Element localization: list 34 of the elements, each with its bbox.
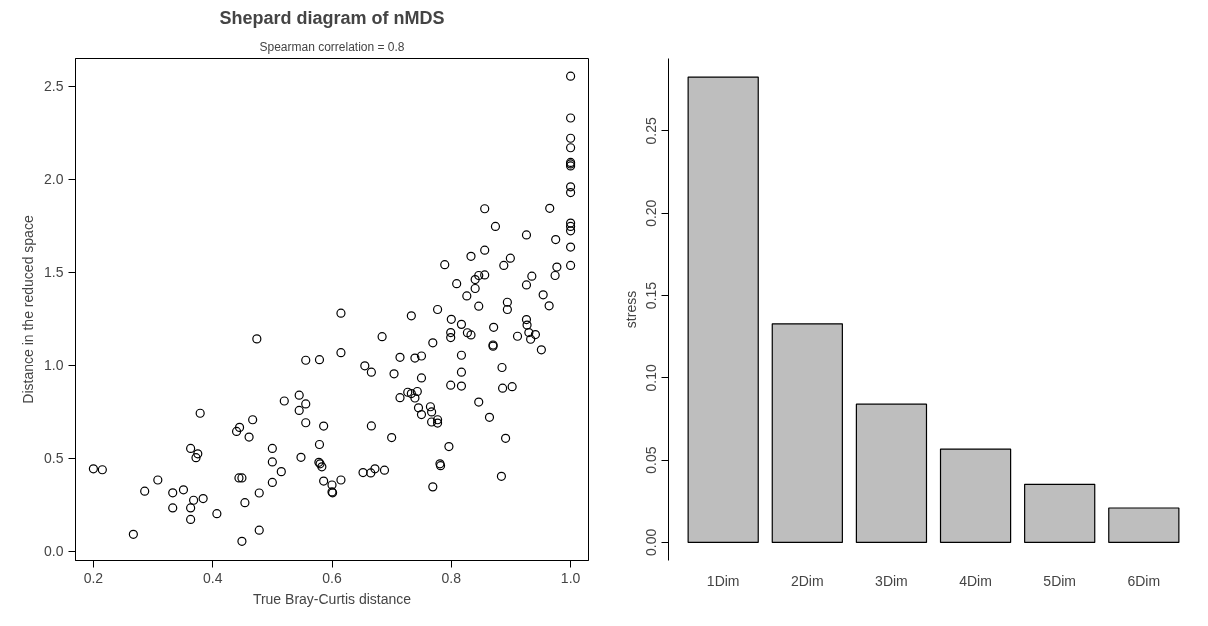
bar: [687, 76, 759, 543]
chart-subtitle: Spearman correlation = 0.8: [259, 39, 405, 54]
x-tick-label: 0.6: [322, 569, 342, 586]
y-tick-label: 1.5: [44, 264, 64, 281]
y-tick-label: 0.5: [44, 450, 64, 467]
y-axis-title: stress: [622, 290, 639, 329]
bar: [939, 448, 1012, 543]
x-tick-label: 0.8: [441, 569, 462, 586]
y-tick-label: 2.0: [44, 171, 64, 188]
y-tick-label: 0.00: [643, 528, 660, 557]
bar: [1024, 483, 1096, 543]
y-tick-label: 2.5: [44, 78, 64, 95]
x-tick-label: 4Dim: [959, 572, 992, 589]
y-tick-label: 0.25: [643, 117, 660, 145]
x-tick-label: 1Dim: [706, 572, 740, 589]
y-tick-label: 0.20: [643, 199, 660, 227]
x-tick-label: 5Dim: [1043, 572, 1077, 589]
y-tick-label: 0.0: [44, 543, 64, 560]
chart-title: Shepard diagram of nMDS: [219, 7, 445, 28]
bar: [771, 323, 843, 543]
x-tick-label: 2Dim: [790, 572, 824, 589]
x-tick-label: 0.2: [83, 569, 104, 586]
x-tick-label: 0.4: [202, 569, 223, 586]
bar: [1108, 507, 1180, 543]
y-tick-label: 0.15: [643, 281, 660, 310]
y-tick-label: 1.0: [44, 357, 64, 374]
x-axis-title: True Bray-Curtis distance: [252, 590, 412, 607]
y-tick-label: 0.05: [643, 446, 660, 474]
y-tick-label: 0.10: [643, 363, 660, 392]
x-tick-label: 6Dim: [1127, 572, 1161, 589]
x-tick-label: 3Dim: [875, 572, 908, 589]
y-axis-title: Distance in the reduced space: [20, 215, 37, 404]
x-tick-label: 1.0: [560, 569, 581, 586]
bar: [855, 403, 928, 543]
